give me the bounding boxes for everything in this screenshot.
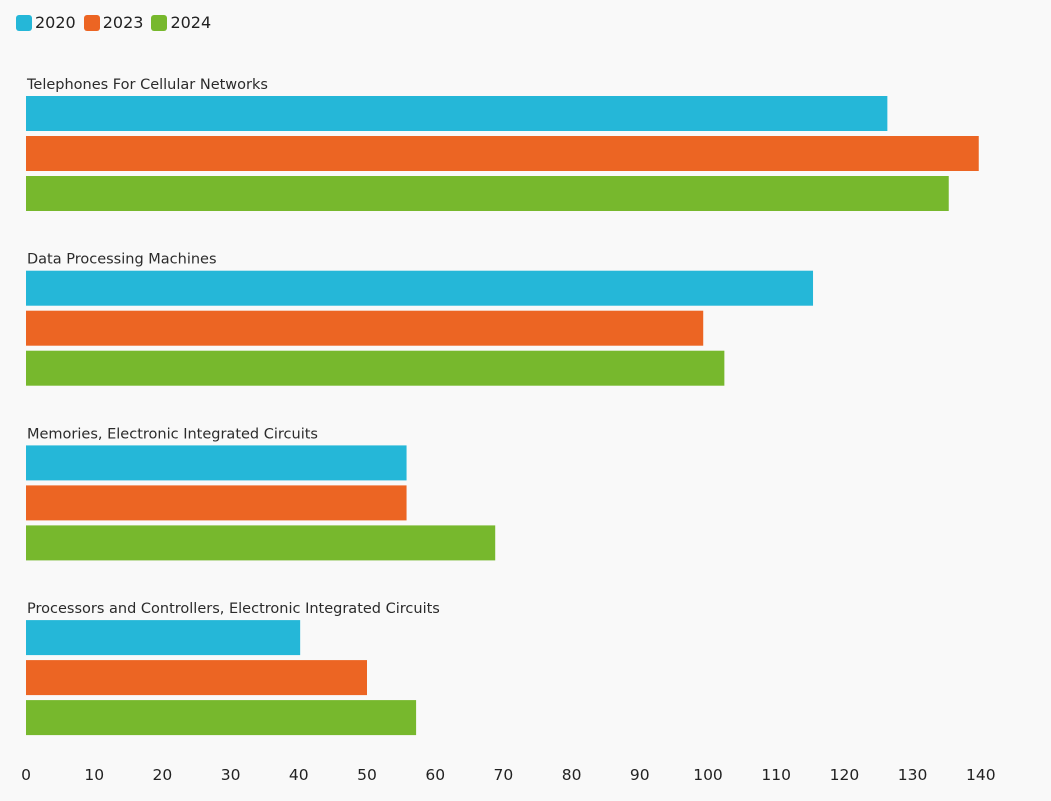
- legend-item-2024[interactable]: 2024: [151, 12, 211, 34]
- bar-2024-3[interactable]: [26, 700, 417, 736]
- bar-2024-1[interactable]: [26, 350, 725, 386]
- bar-2024-2[interactable]: [26, 525, 496, 561]
- x-tick-label: 120: [830, 766, 860, 784]
- bar-2023-2[interactable]: [26, 485, 407, 521]
- x-tick-label: 80: [562, 766, 582, 784]
- legend-item-2020[interactable]: 2020: [16, 12, 76, 34]
- bar-2020-3[interactable]: [26, 620, 301, 656]
- x-axis: 0 10 20 30 40 50 60 70 80 90 100 110 120 130 140: [21, 766, 996, 784]
- x-tick-label: 40: [289, 766, 309, 784]
- category-label: Telephones For Cellular Networks: [26, 77, 268, 93]
- x-tick-label: 50: [357, 766, 377, 784]
- x-tick-label: 30: [221, 766, 241, 784]
- x-tick-label: 140: [966, 766, 996, 784]
- bars-layer: [26, 96, 979, 736]
- x-tick-label: 130: [898, 766, 928, 784]
- bar-2020-0[interactable]: [26, 96, 888, 131]
- category-label: Data Processing Machines: [27, 252, 217, 268]
- x-tick-label: 100: [693, 766, 723, 784]
- legend-swatch: [151, 15, 168, 31]
- legend-item-2023[interactable]: 2023: [83, 12, 144, 34]
- x-tick-label: 0: [21, 766, 31, 784]
- legend-swatch: [16, 15, 32, 31]
- legend: 2020 2023 2024: [16, 12, 211, 34]
- legend-label: 2020: [35, 13, 76, 32]
- legend-label: 2024: [170, 13, 212, 32]
- bar-2020-1[interactable]: [26, 270, 814, 306]
- x-tick-label: 70: [494, 766, 514, 784]
- bar-2020-2[interactable]: [26, 445, 407, 481]
- category-labels-layer: Telephones For Cellular Networks Data Pro…: [26, 77, 440, 617]
- bar-2023-3[interactable]: [26, 660, 367, 696]
- category-label: Memories, Electronic Integrated Circuits: [27, 426, 318, 442]
- legend-label: 2023: [102, 13, 144, 32]
- x-tick-label: 110: [761, 766, 791, 784]
- x-tick-label: 90: [630, 766, 650, 784]
- x-tick-label: 20: [153, 766, 173, 784]
- x-tick-label: 60: [425, 766, 445, 784]
- category-label: Processors and Controllers, Electronic I…: [27, 601, 440, 617]
- bar-2024-0[interactable]: [26, 176, 949, 211]
- x-tick-label: 10: [84, 766, 104, 784]
- bar-2023-0[interactable]: [26, 136, 979, 171]
- legend-swatch: [83, 15, 100, 31]
- bar-2023-1[interactable]: [26, 310, 704, 346]
